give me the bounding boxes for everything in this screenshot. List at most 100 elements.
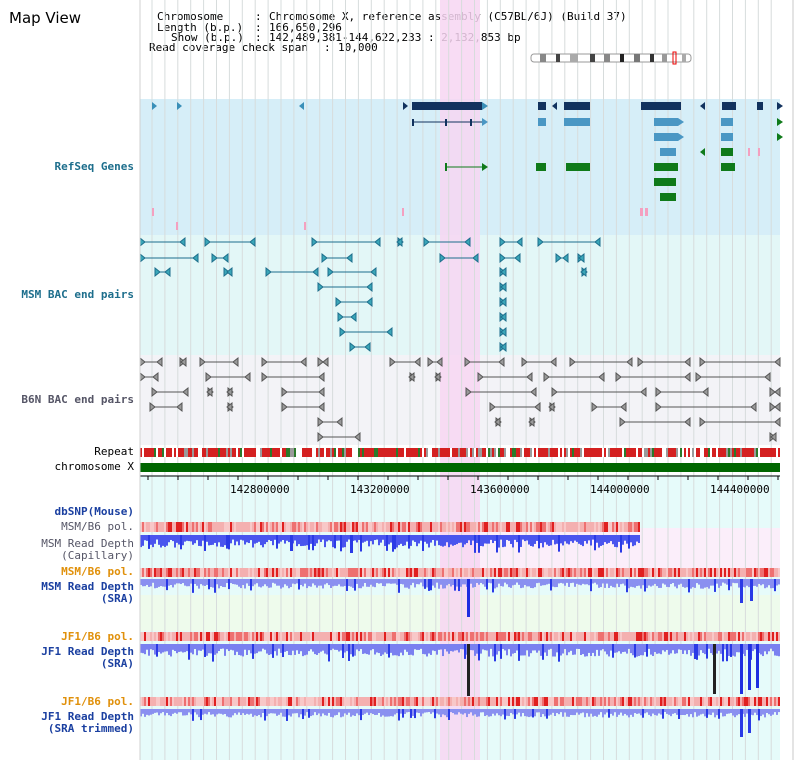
depth-bar (194, 535, 196, 544)
depth-bar (736, 644, 738, 653)
depth-bar (374, 644, 376, 655)
track-label-dbsnp[interactable]: dbSNP(Mouse) (54, 505, 134, 518)
pol-mark (336, 632, 338, 641)
depth-bar (300, 709, 302, 715)
depth-bar (560, 579, 562, 583)
pol-mark (490, 568, 492, 577)
depth-bar (450, 644, 452, 652)
depth-bar (352, 579, 354, 588)
depth-bar (682, 644, 684, 654)
depth-spike (467, 579, 470, 617)
pol-mark (532, 568, 534, 577)
track-label-jf1-depth-trim-line1[interactable]: JF1 Read Depth (41, 710, 134, 723)
track-label-msm-bac[interactable]: MSM BAC end pairs (21, 288, 134, 301)
msm-read-depth-capillary-bars[interactable] (140, 535, 640, 553)
refseq-gene-features[interactable] (152, 102, 783, 230)
repeat-mark (764, 448, 766, 457)
pol-mark (454, 568, 456, 577)
bac-end-marker (774, 401, 781, 413)
pol-mark (742, 568, 744, 577)
jf1-read-depth-trimmed-bars[interactable] (140, 709, 780, 737)
pol-mark (430, 522, 432, 532)
pol-mark (482, 522, 484, 532)
bac-end-marker (684, 371, 691, 383)
repeat-mark (258, 448, 260, 457)
repeat-mark (616, 448, 618, 457)
track-label-msm-b6-pol-2[interactable]: MSM/B6 pol. (61, 565, 134, 578)
track-label-msm-b6-pol-1[interactable]: MSM/B6 pol. (61, 520, 134, 533)
pol-mark (470, 697, 472, 706)
pol-mark (342, 568, 344, 577)
depth-bar (476, 535, 478, 543)
repeat-mark (354, 448, 356, 457)
repeat-mark (428, 448, 430, 457)
pol-mark (312, 697, 314, 706)
repeat-mark (284, 448, 286, 457)
jf1-b6-pol-strip-1[interactable] (140, 632, 780, 641)
pol-mark (192, 697, 194, 706)
track-label-refseq[interactable]: RefSeq Genes (54, 160, 134, 173)
msm-b6-pol-strip-1[interactable] (140, 522, 640, 532)
repeat-track-marks[interactable] (140, 448, 780, 457)
pol-mark (234, 522, 236, 532)
track-label-jf1-b6-pol-2[interactable]: JF1/B6 pol. (61, 695, 134, 708)
chromosome-bar[interactable] (140, 463, 780, 472)
depth-bar (330, 709, 332, 717)
b6n-bac-end-pair-features[interactable] (139, 356, 781, 443)
depth-bar (440, 709, 442, 718)
pol-mark (148, 697, 150, 706)
pol-mark (760, 697, 762, 706)
pol-mark (728, 632, 730, 641)
depth-bar (776, 644, 778, 656)
track-label-jf1-b6-pol-1[interactable]: JF1/B6 pol. (61, 630, 134, 643)
depth-bar (452, 644, 454, 652)
track-label-msm-depth-cap-line2[interactable]: (Capillary) (61, 549, 134, 562)
track-label-jf1-depth-sra-line1[interactable]: JF1 Read Depth (41, 645, 134, 658)
track-label-msm-depth-cap-line1[interactable]: MSM Read Depth (41, 537, 134, 550)
pol-mark (286, 697, 288, 706)
track-label-msm-depth-sra-line2[interactable]: (SRA) (100, 592, 134, 605)
jf1-read-depth-sra-bars[interactable] (140, 644, 780, 696)
bac-end-marker (156, 356, 163, 368)
repeat-mark (494, 448, 496, 457)
pol-mark (312, 568, 314, 577)
depth-bar (420, 579, 422, 583)
msm-read-depth-sra-bars[interactable] (140, 579, 780, 617)
pol-mark (258, 697, 260, 706)
chromosome-ideogram[interactable] (530, 51, 692, 65)
pol-mark (306, 568, 308, 577)
depth-bar (376, 579, 378, 583)
repeat-mark (772, 448, 774, 457)
bac-end-marker (620, 401, 627, 413)
msm-b6-pol-strip-2[interactable] (140, 568, 780, 577)
depth-bar (588, 535, 590, 541)
depth-bar (572, 535, 574, 543)
pol-mark (578, 522, 580, 532)
pol-mark (254, 568, 256, 577)
pol-mark (212, 697, 214, 706)
msm-bac-end-pair-features[interactable] (139, 236, 601, 353)
repeat-mark (322, 448, 324, 457)
track-label-jf1-depth-sra-line2[interactable]: (SRA) (100, 657, 134, 670)
depth-bar (618, 579, 620, 588)
depth-bar (188, 709, 190, 713)
repeat-mark (424, 448, 426, 457)
bac-end-marker (206, 386, 213, 398)
depth-bar (338, 535, 340, 541)
depth-bar (342, 709, 344, 717)
repeat-mark (182, 448, 184, 457)
track-label-msm-depth-sra-line1[interactable]: MSM Read Depth (41, 580, 134, 593)
depth-bar (144, 535, 146, 541)
depth-bar (204, 535, 206, 551)
depth-bar (502, 644, 504, 649)
pol-mark (646, 568, 648, 577)
pol-mark (320, 522, 322, 532)
depth-bar (260, 535, 262, 546)
track-label-b6n-bac[interactable]: B6N BAC end pairs (21, 393, 134, 406)
depth-bar (596, 644, 598, 650)
track-label-jf1-depth-trim-line2[interactable]: (SRA trimmed) (47, 722, 134, 735)
pol-mark (694, 568, 696, 577)
jf1-b6-pol-strip-2[interactable] (140, 697, 780, 706)
depth-bar (706, 709, 708, 718)
